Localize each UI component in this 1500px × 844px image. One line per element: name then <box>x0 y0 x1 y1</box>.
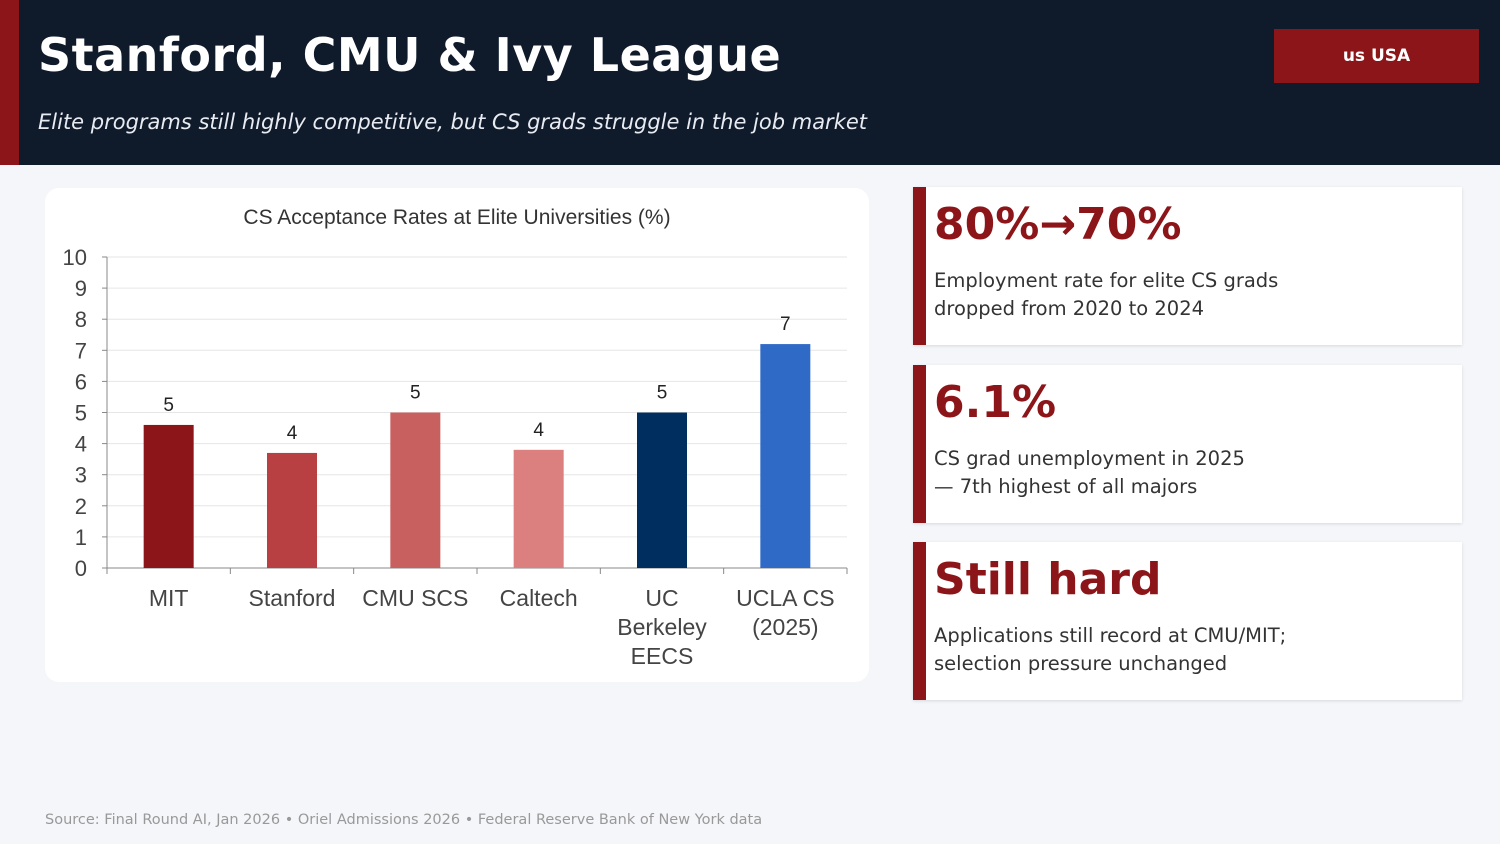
data-label: 4 <box>287 423 298 444</box>
y-tick-label: 1 <box>75 525 87 550</box>
stat-value: 6.1% <box>934 377 1057 428</box>
stat-desc-line: CS grad unemployment in 2025 <box>934 447 1245 470</box>
page-subtitle: Elite programs still highly competitive,… <box>38 110 868 134</box>
country-badge: us USA <box>1274 29 1479 83</box>
stat-desc-line: selection pressure unchanged <box>934 652 1228 675</box>
stat-card-unemployment: 6.1% CS grad unemployment in 2025 — 7th h… <box>913 365 1462 523</box>
stat-desc-line: — 7th highest of all majors <box>934 475 1198 498</box>
x-tick-label: Stanford <box>249 585 336 611</box>
data-label: 5 <box>163 395 174 416</box>
stat-description: CS grad unemployment in 2025 — 7th highes… <box>934 445 1354 501</box>
x-tick-label: CMU SCS <box>362 585 468 611</box>
y-tick-label: 5 <box>75 401 87 426</box>
stat-desc-line: Employment rate for elite CS grads <box>934 269 1279 292</box>
stat-card-employment: 80%→70% Employment rate for elite CS gra… <box>913 187 1462 345</box>
data-label: 7 <box>780 314 791 335</box>
y-tick-label: 6 <box>75 369 87 394</box>
stat-value: 80%→70% <box>934 199 1182 250</box>
data-label: 4 <box>533 420 544 441</box>
y-tick-label: 9 <box>75 276 87 301</box>
bar <box>143 424 194 568</box>
page-title: Stanford, CMU & Ivy League <box>38 28 782 82</box>
bar <box>637 412 687 568</box>
bar-chart: CS Acceptance Rates at Elite Universitie… <box>63 206 848 669</box>
y-tick-label: 2 <box>75 494 87 519</box>
x-tick-label: Berkeley <box>617 614 707 640</box>
x-tick-label: UCLA CS <box>736 585 834 611</box>
stat-desc-line: dropped from 2020 to 2024 <box>934 297 1205 320</box>
x-tick-label: Caltech <box>500 585 578 611</box>
y-tick-label: 8 <box>75 307 87 332</box>
source-note: Source: Final Round AI, Jan 2026 • Oriel… <box>45 812 763 828</box>
data-label: 5 <box>410 383 421 404</box>
bar <box>390 412 441 568</box>
y-tick-label: 0 <box>75 556 87 581</box>
chart-card: CS Acceptance Rates at Elite Universitie… <box>45 188 869 682</box>
bar <box>513 449 564 568</box>
stat-value: Still hard <box>934 554 1162 605</box>
stat-card-selection: Still hard Applications still record at … <box>913 542 1462 700</box>
stat-desc-line: Applications still record at CMU/MIT; <box>934 624 1287 647</box>
y-tick-label: 7 <box>75 338 87 363</box>
x-tick-label: (2025) <box>752 614 818 640</box>
accent-stripe <box>0 0 19 165</box>
x-tick-label: MIT <box>149 585 189 611</box>
bar <box>267 452 317 568</box>
stat-description: Applications still record at CMU/MIT; sel… <box>934 622 1354 678</box>
stat-description: Employment rate for elite CS grads droppe… <box>934 267 1354 323</box>
header: Stanford, CMU & Ivy League Elite program… <box>0 0 1500 165</box>
y-tick-label: 3 <box>75 463 87 488</box>
x-tick-label: UC <box>645 585 678 611</box>
data-label: 5 <box>657 383 668 404</box>
chart-title: CS Acceptance Rates at Elite Universitie… <box>243 206 670 229</box>
y-tick-label: 10 <box>63 245 87 270</box>
y-tick-label: 4 <box>75 432 87 457</box>
x-tick-label: EECS <box>631 643 694 669</box>
bar <box>760 344 811 568</box>
